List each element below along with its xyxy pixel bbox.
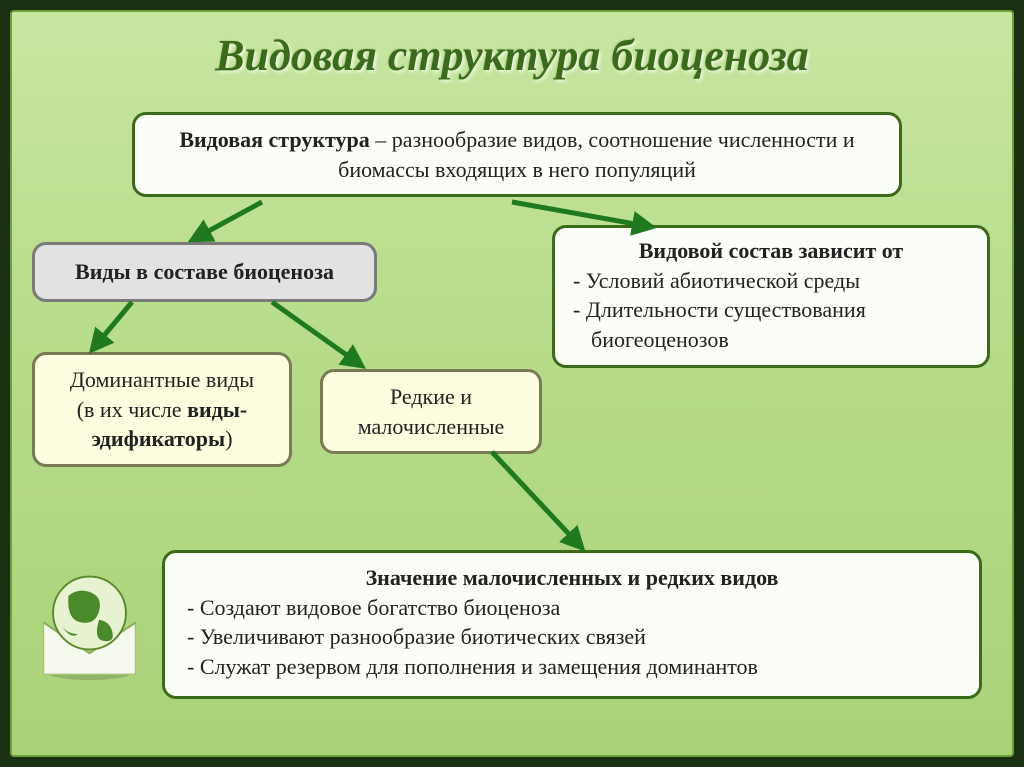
significance-heading: Значение малочисленных и редких видов — [187, 563, 957, 593]
species-composition-box: Виды в составе биоценоза — [32, 242, 377, 302]
dominant-species-box: Доминантные виды (в их числе виды-эдифик… — [32, 352, 292, 467]
significance-list: Создают видовое богатство биоценоза Увел… — [187, 593, 957, 682]
list-item: Создают видовое богатство биоценоза — [205, 593, 957, 623]
text: (в их числе — [77, 397, 187, 422]
slide-frame: Видовая структура биоценоза Видовая стру… — [10, 10, 1014, 757]
globe-envelope-icon — [32, 567, 147, 682]
text: ) — [225, 426, 232, 451]
list-item: Увеличивают разнообразие биотических свя… — [205, 622, 957, 652]
depends-on-box: Видовой состав зависит от Условий абиоти… — [552, 225, 990, 368]
list-item: Служат резервом для пополнения и замещен… — [205, 652, 957, 682]
definition-term: Видовая структура — [179, 127, 369, 152]
depends-on-heading: Видовой состав зависит от — [573, 236, 969, 266]
definition-box: Видовая структура – разнообразие видов, … — [132, 112, 902, 197]
rare-line2: малочисленные — [331, 412, 531, 442]
significance-box: Значение малочисленных и редких видов Со… — [162, 550, 982, 699]
slide-title: Видовая структура биоценоза — [12, 30, 1012, 81]
list-item: Длительности существования биогеоценозов — [591, 295, 969, 354]
rare-species-box: Редкие и малочисленные — [320, 369, 542, 454]
rare-line1: Редкие и — [331, 382, 531, 412]
dominant-line2: (в их числе виды-эдификаторы) — [43, 395, 281, 454]
depends-on-list: Условий абиотической среды Длительности … — [573, 266, 969, 355]
definition-text: – разнообразие видов, соотношение числен… — [338, 127, 855, 182]
list-item: Условий абиотической среды — [591, 266, 969, 296]
dominant-line1: Доминантные виды — [43, 365, 281, 395]
